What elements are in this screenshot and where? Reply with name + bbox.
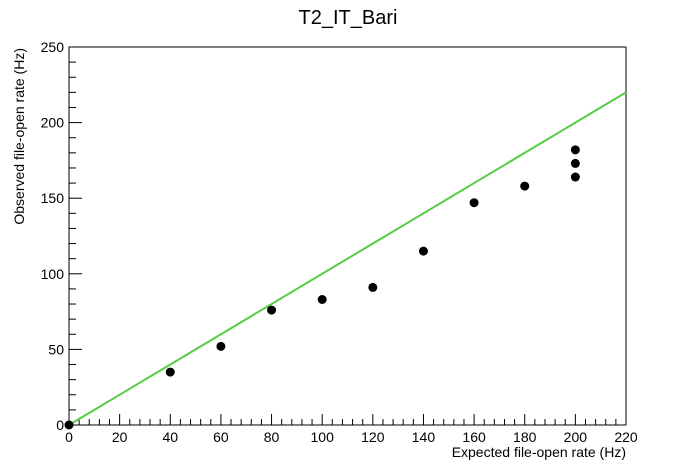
data-point <box>216 341 226 351</box>
y-tick-label: 250 <box>41 39 65 55</box>
x-tick-label: 60 <box>213 429 229 445</box>
y-tick-label: 150 <box>41 190 65 206</box>
chart-title: T2_IT_Bari <box>299 7 398 29</box>
data-point <box>317 295 327 305</box>
y-tick-label: 0 <box>56 417 64 433</box>
y-tick-label: 50 <box>48 341 64 357</box>
plot-area: 0 20 40 60 80 100 120 140 160 180 200 220 0 50 100 150 2… <box>41 39 638 445</box>
x-tick-label: 140 <box>412 429 436 445</box>
data-point <box>267 305 277 315</box>
x-tick-label: 200 <box>564 429 588 445</box>
y-tick-label: 200 <box>41 115 65 131</box>
data-point <box>520 181 530 191</box>
y-axis-label: Observed file-open rate (Hz) <box>11 48 27 225</box>
data-point <box>418 246 428 256</box>
x-tick-label: 220 <box>614 429 638 445</box>
x-tick-label: 40 <box>162 429 178 445</box>
data-point <box>570 172 580 182</box>
data-point <box>570 145 580 155</box>
data-point <box>368 282 378 292</box>
x-tick-label: 0 <box>65 429 73 445</box>
data-point <box>469 198 479 208</box>
x-tick-label: 180 <box>513 429 537 445</box>
data-point <box>165 367 175 377</box>
x-tick-label: 120 <box>361 429 385 445</box>
x-tick-label: 20 <box>112 429 128 445</box>
x-tick-label: 80 <box>264 429 280 445</box>
plot-frame <box>68 46 627 426</box>
x-tick-label: 160 <box>462 429 486 445</box>
x-tick-label: 100 <box>311 429 335 445</box>
reference-line <box>68 91 627 426</box>
data-point <box>570 158 580 168</box>
data-point <box>64 420 74 430</box>
x-axis-label: Expected file-open rate (Hz) <box>452 444 626 460</box>
y-tick-label: 100 <box>41 266 65 282</box>
